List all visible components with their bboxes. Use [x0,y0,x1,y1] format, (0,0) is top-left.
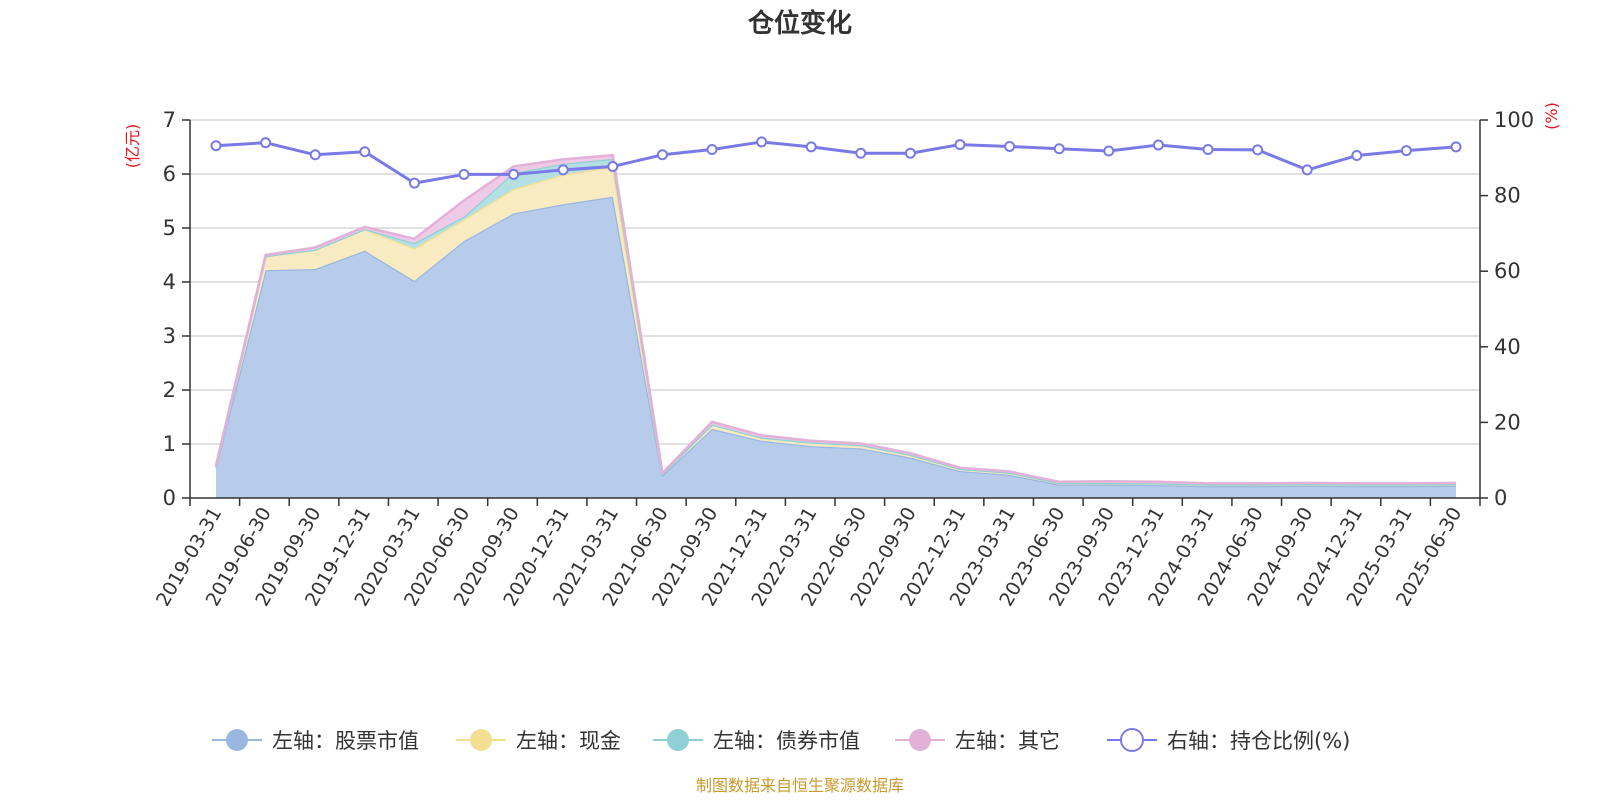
chart-title: 仓位变化 [747,8,852,39]
right-axis-unit: (%) [1542,102,1561,130]
stacked-areas [214,153,1457,498]
legend-item: 右轴：持仓比例(%) [1107,728,1350,753]
legend-item: 左轴：债券市值 [653,729,860,753]
left-tick-label: 5 [163,216,176,240]
line-point [309,149,321,161]
line-右轴：持仓比例(%) [215,140,1457,185]
legend-marker [667,729,689,751]
line-point [1053,143,1065,155]
line-point [260,137,272,149]
legend-marker [470,729,492,751]
left-tick-label: 4 [163,270,176,294]
right-tick-label: 100 [1494,108,1534,132]
line-point [508,168,520,180]
line-point [954,139,966,151]
line-point [1450,141,1462,153]
line-point [1400,145,1412,157]
line-point [1202,143,1214,155]
legend-label: 左轴：其它 [955,729,1060,753]
line-point [1004,140,1016,152]
legend-label: 左轴：股票市值 [272,729,419,753]
area-左轴：股票市值 [216,196,1456,498]
line-point [1301,164,1313,176]
line-point [1152,139,1164,151]
left-tick-label: 2 [163,378,176,402]
right-tick-label: 40 [1494,335,1521,359]
line-point [1103,145,1115,157]
right-tick-label: 60 [1494,259,1521,283]
line-point [408,177,420,189]
legend: 左轴：股票市值 左轴：现金 左轴：债券市值 左轴：其它 右轴：持仓比例(%) [212,728,1350,753]
area-edge-左轴：其它 [214,153,1457,485]
left-tick-label: 1 [163,432,176,456]
line-point [805,141,817,153]
line-point [706,143,718,155]
legend-item: 左轴：现金 [456,729,621,753]
line-point [210,140,222,152]
left-axis-unit: (亿元) [123,124,142,169]
line-point [607,160,619,172]
left-tick-label: 3 [163,324,176,348]
right-tick-label: 80 [1494,184,1521,208]
legend-item: 左轴：其它 [895,729,1060,753]
line-point [855,147,867,159]
right-tick-label: 0 [1494,486,1507,510]
legend-label: 左轴：债券市值 [713,729,860,753]
ratio-line [210,136,1462,189]
legend-label: 左轴：现金 [516,729,621,753]
line-point [656,149,668,161]
right-tick-label: 20 [1494,410,1521,434]
line-point [1351,150,1363,162]
source-note: 制图数据来自恒生聚源数据库 [696,776,904,795]
left-tick-label: 6 [163,162,176,186]
line-point [904,147,916,159]
legend-marker [909,729,931,751]
line-point [458,168,470,180]
line-point [756,136,768,148]
legend-marker [1120,728,1144,752]
left-tick-label: 7 [163,108,176,132]
line-point [359,146,371,158]
line-point [557,164,569,176]
line-point [1252,144,1264,156]
legend-marker [226,729,248,751]
left-tick-label: 0 [163,486,176,510]
legend-item: 左轴：股票市值 [212,729,419,753]
legend-label: 右轴：持仓比例(%) [1167,729,1350,753]
